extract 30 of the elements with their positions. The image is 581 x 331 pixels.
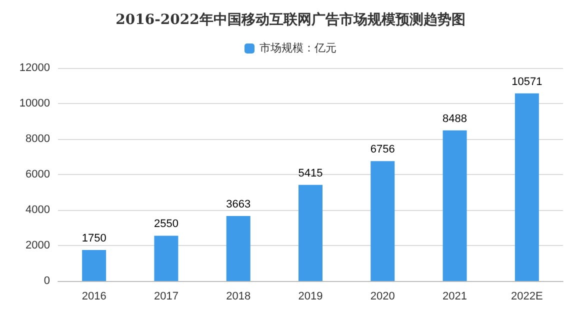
bar: [370, 161, 395, 281]
x-tick-label: 2018: [226, 290, 251, 302]
y-tick-label: 0: [44, 275, 50, 287]
bar: [226, 216, 250, 281]
legend-label: 市场规模：亿元: [260, 42, 336, 54]
data-label: 8488: [442, 112, 468, 125]
y-tick-label: 4000: [26, 204, 50, 216]
bar: [514, 93, 539, 281]
data-label: 5415: [298, 167, 323, 180]
x-tick-label: 2019: [298, 290, 323, 302]
chart-title: 2016-2022年中国移动互联网广告市场规模预测趋势图: [116, 11, 466, 28]
x-tick-label: 2022E: [511, 290, 543, 302]
data-label: 2550: [154, 218, 178, 230]
data-label: 10571: [512, 76, 542, 88]
y-tick-label: 8000: [26, 133, 50, 145]
x-tick-label: 2021: [442, 290, 468, 302]
bar: [442, 130, 467, 281]
bar: [82, 250, 106, 281]
y-tick-label: 10000: [19, 98, 50, 110]
x-tick-label: 2020: [370, 290, 395, 302]
x-tick-label: 2016: [82, 290, 106, 302]
bar: [154, 236, 178, 281]
bar: [298, 184, 322, 281]
y-tick-label: 2000: [26, 240, 50, 252]
data-label: 3663: [226, 198, 251, 210]
data-label: 1750: [82, 232, 106, 244]
y-tick-label: 6000: [26, 168, 50, 180]
y-tick-label: 12000: [19, 62, 50, 74]
x-tick-label: 2017: [154, 290, 178, 302]
data-label: 6756: [370, 144, 395, 156]
